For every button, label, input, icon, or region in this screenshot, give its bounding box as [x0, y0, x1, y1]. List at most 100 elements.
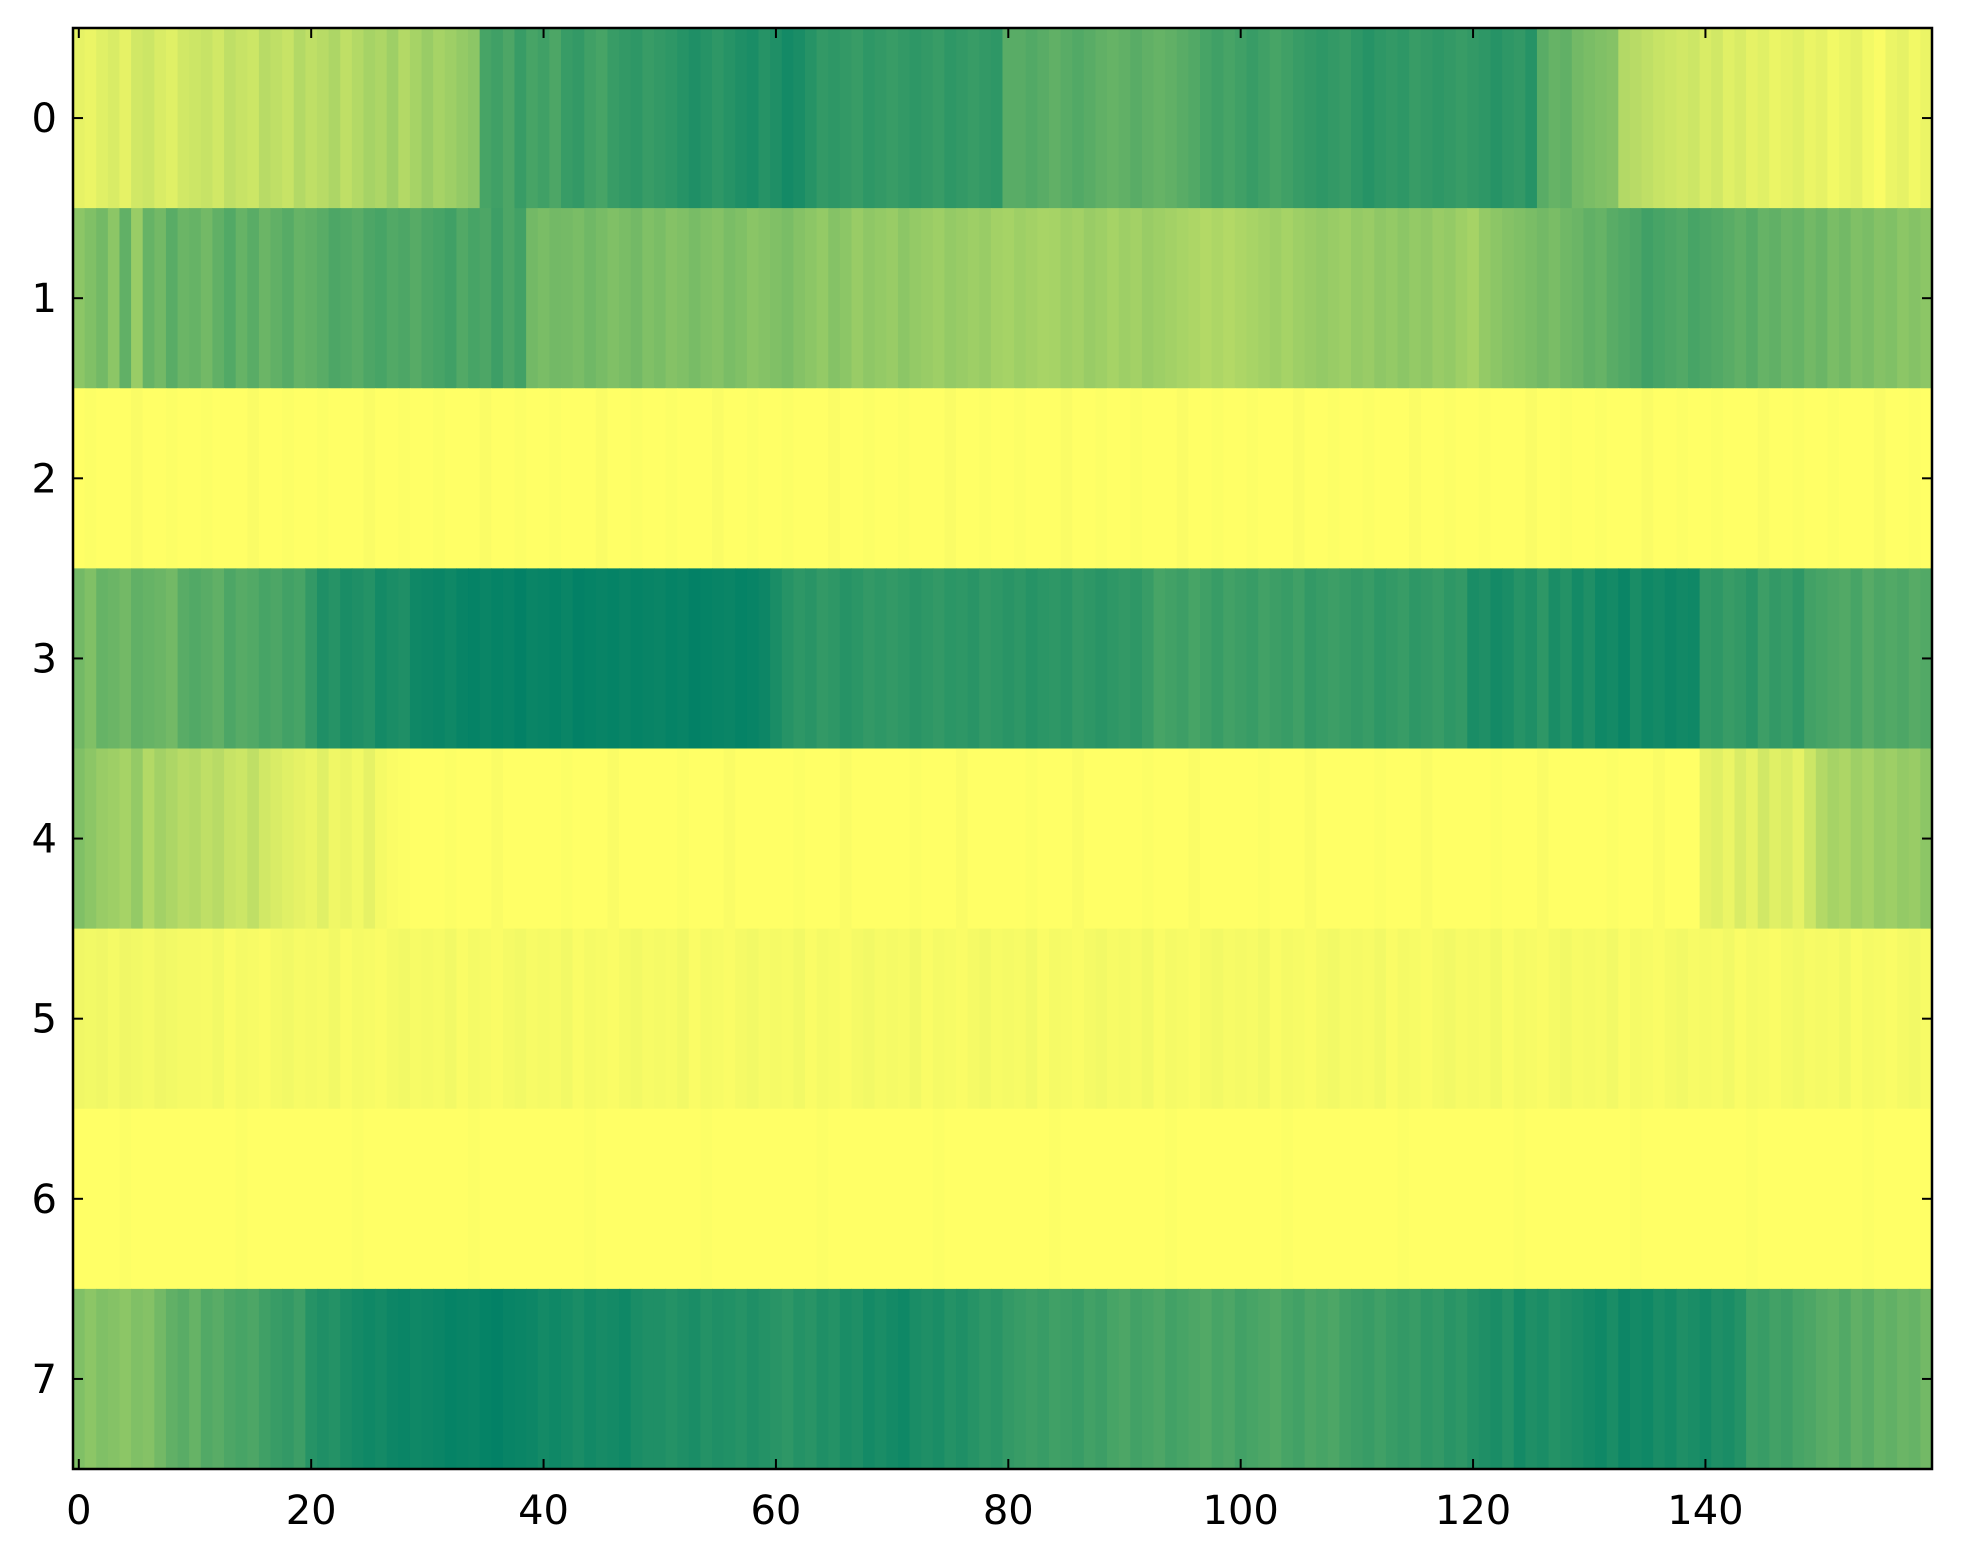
heat-cell [1025, 928, 1038, 1110]
heat-cell [677, 28, 690, 209]
heat-cell [1688, 1108, 1701, 1290]
heat-cell [781, 568, 794, 750]
heat-cell [282, 208, 295, 389]
heat-cell [1536, 28, 1550, 209]
heat-cell [1409, 748, 1422, 930]
heat-cell [1281, 568, 1294, 750]
heat-cell [247, 1108, 260, 1290]
heat-cell [1118, 388, 1131, 569]
heat-cell [433, 28, 446, 209]
heat-cell [1083, 928, 1097, 1110]
heat-cell [479, 388, 492, 569]
heat-cell [1711, 1288, 1724, 1470]
heat-cell [1757, 1288, 1770, 1470]
heat-cell [363, 568, 376, 750]
heat-cell [1629, 928, 1643, 1110]
heat-cell [1095, 388, 1108, 569]
heat-cell [1839, 1108, 1852, 1290]
heat-cell [1025, 1108, 1038, 1290]
heat-cell [1025, 568, 1038, 750]
heat-cell [293, 28, 306, 209]
heat-cell [1374, 208, 1387, 389]
heat-cell [444, 388, 458, 569]
heat-cell [258, 1108, 272, 1290]
heat-cell [340, 928, 353, 1110]
heat-cell [1130, 28, 1143, 209]
heat-cell [1873, 208, 1887, 389]
heat-cell [1746, 388, 1759, 569]
heat-cell [224, 928, 237, 1110]
heat-cell [874, 208, 887, 389]
heat-cell [1269, 1108, 1282, 1290]
heat-cell [758, 928, 771, 1110]
heat-cell [770, 208, 783, 389]
heat-cell [409, 1288, 423, 1470]
heat-cell [758, 28, 771, 209]
heat-cell [1153, 928, 1166, 1110]
heat-cell [468, 928, 481, 1110]
heat-cell [700, 928, 713, 1110]
heat-cell [537, 208, 550, 389]
heat-cell [1455, 208, 1468, 389]
heat-cell [1200, 28, 1213, 209]
heat-cell [1490, 1108, 1503, 1290]
heat-cell [375, 928, 388, 1110]
heat-cell [979, 568, 992, 750]
heat-cell [816, 388, 829, 569]
heat-cell [828, 388, 841, 569]
heat-cell [258, 928, 272, 1110]
heat-cell [1792, 388, 1805, 569]
heat-cell [1757, 928, 1770, 1110]
heat-cell [119, 928, 132, 1110]
heat-cell [572, 568, 585, 750]
heat-cell [851, 1108, 864, 1290]
heat-cell [96, 1108, 109, 1290]
heat-cell [1025, 748, 1038, 930]
heat-cell [270, 388, 283, 569]
heat-cell [189, 568, 202, 750]
heat-cell [1571, 568, 1585, 750]
heat-cell [712, 28, 725, 209]
heat-cell [1571, 1108, 1585, 1290]
heat-cell [1676, 28, 1689, 209]
heat-cell [1606, 928, 1619, 1110]
heat-cell [1083, 568, 1097, 750]
heat-cell [386, 388, 399, 569]
heat-cell [1525, 1108, 1538, 1290]
heat-cell [1420, 568, 1433, 750]
heat-cell [607, 208, 620, 389]
heat-cell [1095, 28, 1108, 209]
heat-cell [1664, 568, 1677, 750]
heat-cell [1560, 1288, 1573, 1470]
heat-cell [1548, 388, 1561, 569]
heat-cell [293, 928, 306, 1110]
heat-cell [340, 208, 353, 389]
heat-cell [1478, 568, 1492, 750]
heat-cell [1827, 388, 1840, 569]
heat-cell [735, 1288, 748, 1470]
heat-cell [258, 748, 272, 930]
heat-cell [1118, 928, 1131, 1110]
heat-cell [1176, 748, 1189, 930]
heat-cell [293, 208, 306, 389]
heat-cell [1676, 568, 1689, 750]
heat-cell [921, 1288, 934, 1470]
heat-cell [723, 928, 736, 1110]
heat-cell [863, 1288, 876, 1470]
heat-cell [1595, 1108, 1608, 1290]
heat-cell [1455, 28, 1468, 209]
heat-cell [235, 388, 248, 569]
heat-cell [502, 1288, 516, 1470]
heat-cell [537, 1108, 550, 1290]
heat-cell [247, 208, 260, 389]
heat-cell [235, 748, 248, 930]
heat-cell [1827, 748, 1840, 930]
heat-cell [398, 208, 411, 389]
heat-cell [1595, 568, 1608, 750]
heat-cell [1397, 568, 1410, 750]
heat-cell [956, 28, 969, 209]
heat-cell [595, 1288, 609, 1470]
heat-cell [746, 208, 760, 389]
heat-cell [224, 388, 237, 569]
